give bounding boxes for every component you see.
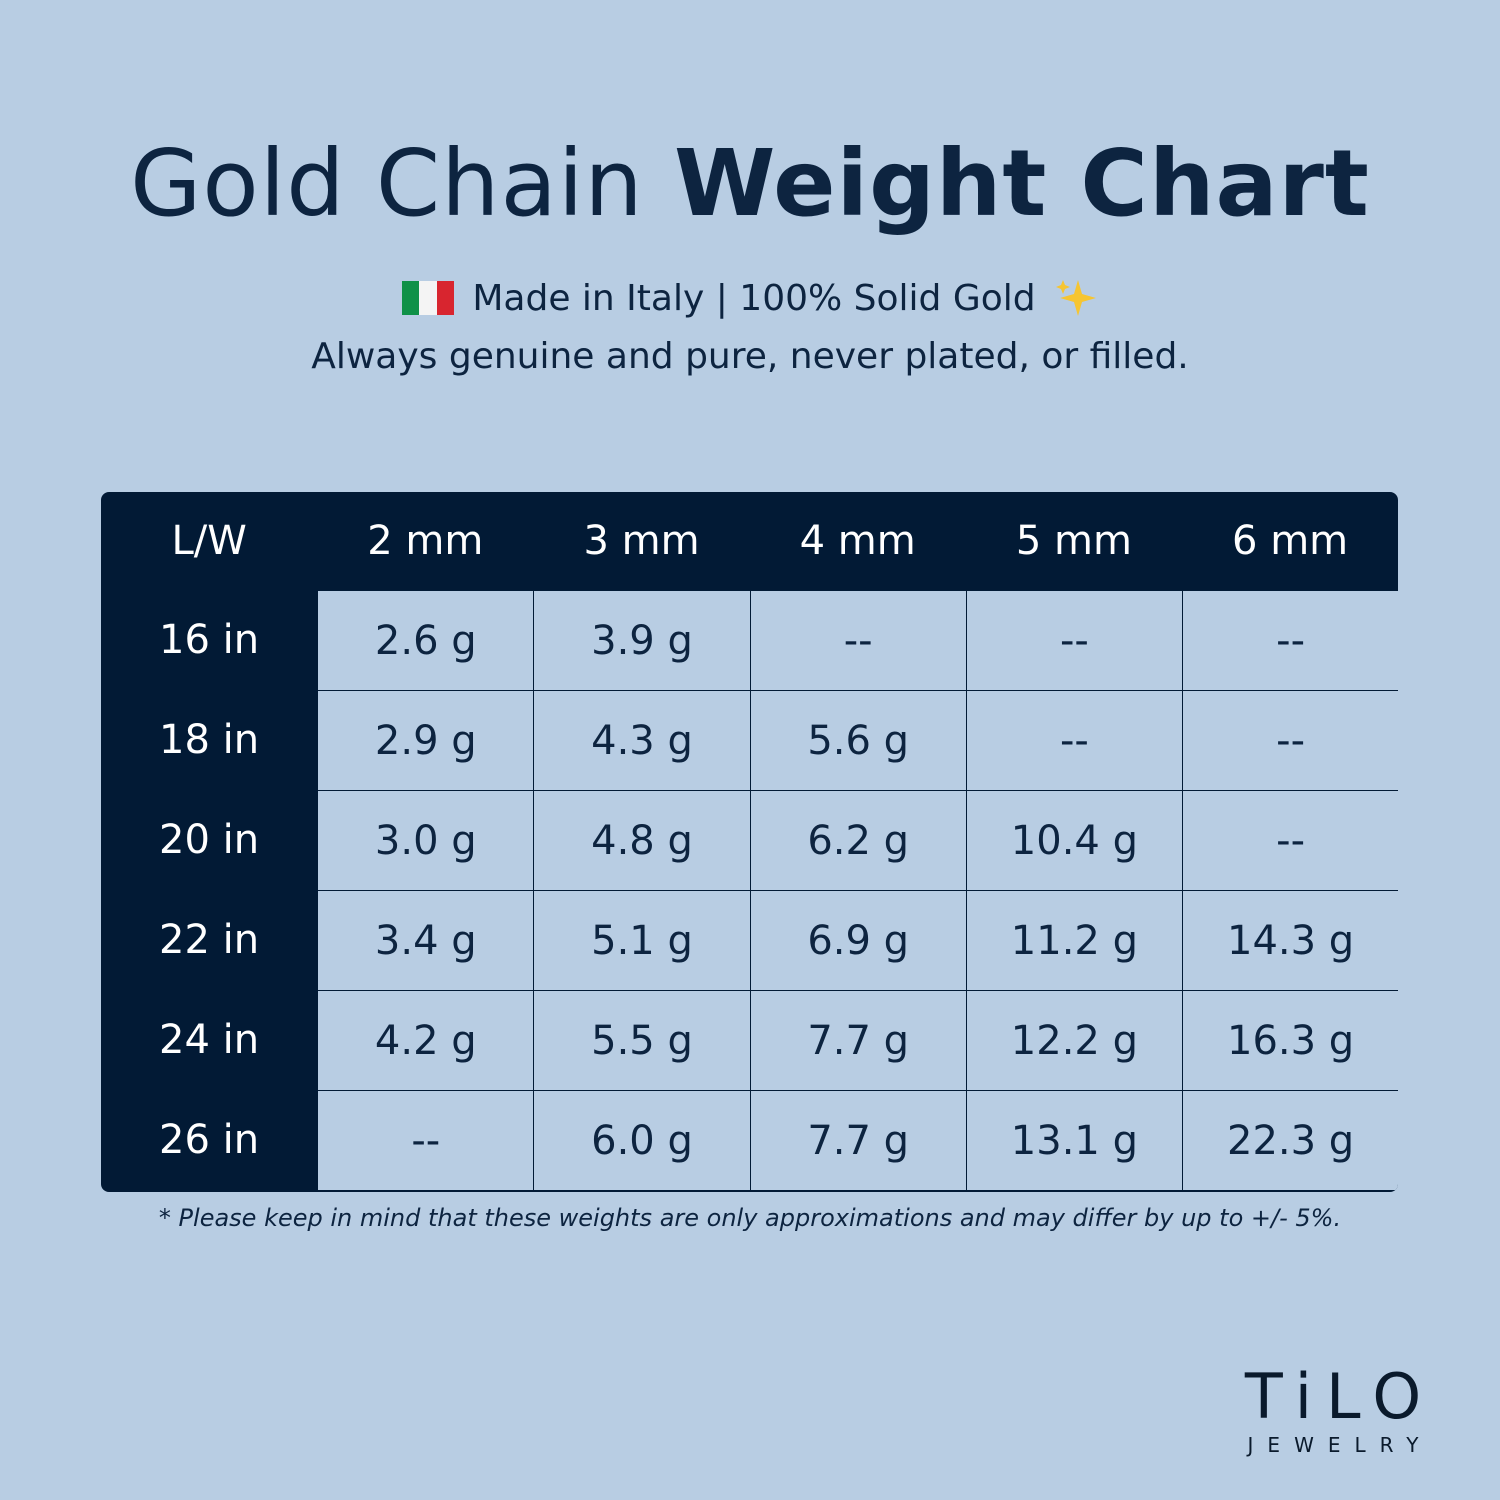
weight-cell: 7.7 g bbox=[749, 1090, 967, 1191]
row-header: 18 in bbox=[159, 717, 260, 763]
row-header: 16 in bbox=[159, 617, 260, 663]
weight-cell: 4.3 g bbox=[533, 690, 751, 791]
weight-cell: 22.3 g bbox=[1182, 1090, 1398, 1191]
subtitle-row: Made in Italy | 100% Solid Gold bbox=[0, 276, 1500, 320]
weight-cell: 11.2 g bbox=[965, 890, 1183, 991]
title: Gold Chain Weight Chart bbox=[0, 130, 1500, 237]
weight-cell: 3.0 g bbox=[317, 790, 535, 891]
weight-cell: 5.1 g bbox=[533, 890, 751, 991]
row-header: 26 in bbox=[159, 1117, 260, 1163]
weight-cell: -- bbox=[1182, 790, 1398, 891]
sparkle-icon bbox=[1055, 280, 1096, 316]
logo-tagline: JEWELRY bbox=[1247, 1433, 1433, 1457]
column-header: L/W bbox=[171, 518, 247, 564]
weight-cell: 12.2 g bbox=[965, 990, 1183, 1091]
weight-cell: -- bbox=[1182, 690, 1398, 791]
column-header: 6 mm bbox=[1232, 518, 1349, 564]
subtitle: Made in Italy | 100% Solid Gold bbox=[472, 277, 1036, 319]
footnote: * Please keep in mind that these weights… bbox=[158, 1204, 1342, 1232]
weight-cell: -- bbox=[749, 590, 967, 691]
weight-cell: 2.6 g bbox=[317, 590, 535, 691]
logo: TiLO JEWELRY bbox=[1230, 1360, 1450, 1457]
weight-cell: 6.0 g bbox=[533, 1090, 751, 1191]
weight-cell: -- bbox=[965, 690, 1183, 791]
weight-cell: 4.2 g bbox=[317, 990, 535, 1091]
weight-cell: 5.5 g bbox=[533, 990, 751, 1091]
weight-cell: 6.2 g bbox=[749, 790, 967, 891]
weight-cell: 10.4 g bbox=[965, 790, 1183, 891]
weight-cell: -- bbox=[317, 1090, 535, 1191]
column-header: 2 mm bbox=[367, 518, 484, 564]
row-header: 22 in bbox=[159, 917, 260, 963]
row-header: 24 in bbox=[159, 1017, 260, 1063]
weight-cell: 13.1 g bbox=[965, 1090, 1183, 1191]
weight-cell: 16.3 g bbox=[1182, 990, 1398, 1091]
row-header: 20 in bbox=[159, 817, 260, 863]
weight-cell: 14.3 g bbox=[1182, 890, 1398, 991]
weight-cell: -- bbox=[965, 590, 1183, 691]
weight-cell: -- bbox=[1182, 590, 1398, 691]
weight-cell: 5.6 g bbox=[749, 690, 967, 791]
italy-flag bbox=[402, 281, 455, 315]
weight-cell: 6.9 g bbox=[749, 890, 967, 991]
title-light: Gold Chain bbox=[130, 130, 644, 237]
column-header: 3 mm bbox=[583, 518, 700, 564]
weight-table: L/W 2 mm 3 mm 4 mm 5 mm 6 mm 16 in 2.6 g 3.9 g --… bbox=[101, 492, 1398, 1192]
logo-name: TiLO bbox=[1244, 1360, 1436, 1433]
weight-cell: 3.9 g bbox=[533, 590, 751, 691]
weight-cell: 3.4 g bbox=[317, 890, 535, 991]
weight-cell: 7.7 g bbox=[749, 990, 967, 1091]
title-bold: Weight Chart bbox=[673, 130, 1370, 237]
tagline: Always genuine and pure, never plated, o… bbox=[311, 336, 1189, 377]
weight-cell: 2.9 g bbox=[317, 690, 535, 791]
column-header: 5 mm bbox=[1015, 518, 1132, 564]
weight-cell: 4.8 g bbox=[533, 790, 751, 891]
column-header: 4 mm bbox=[799, 518, 916, 564]
